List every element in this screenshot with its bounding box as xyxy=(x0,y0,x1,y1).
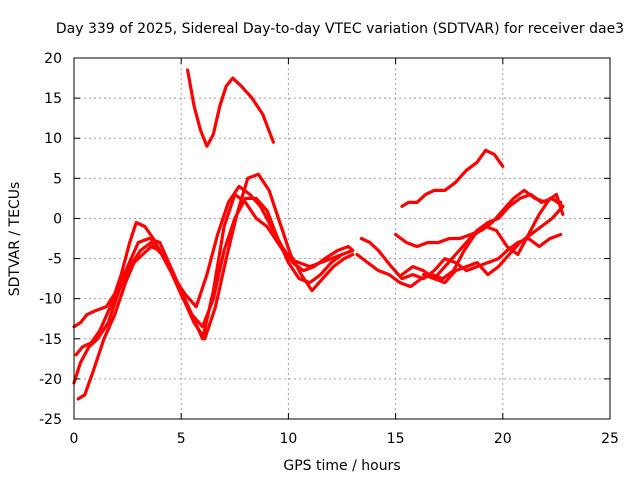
x-tick-label: 0 xyxy=(70,431,79,447)
series-layer xyxy=(72,68,565,401)
chart-title: Day 339 of 2025, Sidereal Day-to-day VTE… xyxy=(56,21,624,37)
plot-frame xyxy=(73,57,611,420)
y-tick-label: -5 xyxy=(48,252,62,268)
series-line-sat-4 xyxy=(72,172,355,385)
series-line-sat-9 xyxy=(394,188,565,249)
y-tick-label: 5 xyxy=(53,171,62,187)
y-tick-label: 10 xyxy=(44,131,62,147)
y-tick-label: -20 xyxy=(39,372,62,388)
series-line-sat-10 xyxy=(421,204,565,285)
series-line-sat-5 xyxy=(186,68,275,148)
y-tick-label: 15 xyxy=(44,91,62,107)
x-tick-label: 25 xyxy=(601,431,619,447)
x-tick-label: 5 xyxy=(177,431,186,447)
y-axis-label: SDTVAR / TECUs xyxy=(7,182,23,297)
axis-ticks xyxy=(73,57,611,420)
y-tick-label: 0 xyxy=(53,211,62,227)
x-tick-label: 10 xyxy=(279,431,297,447)
series-line-sat-11 xyxy=(400,148,505,208)
series-line-sat-7 xyxy=(355,196,563,289)
y-tick-label: 20 xyxy=(44,51,62,67)
x-axis-label: GPS time / hours xyxy=(283,458,400,474)
x-tick-label: 15 xyxy=(387,431,405,447)
y-tick-label: -25 xyxy=(39,412,62,428)
y-tick-labels: 20 15 10 5 0 -5 -10 -15 -20 -25 xyxy=(39,51,62,428)
x-tick-label: 20 xyxy=(494,431,512,447)
series-line-sat-2 xyxy=(74,184,355,357)
y-tick-label: -10 xyxy=(39,292,62,308)
x-tick-labels: 0 5 10 15 20 25 xyxy=(70,431,619,447)
grid-lines xyxy=(74,58,610,419)
y-tick-label: -15 xyxy=(39,332,62,348)
